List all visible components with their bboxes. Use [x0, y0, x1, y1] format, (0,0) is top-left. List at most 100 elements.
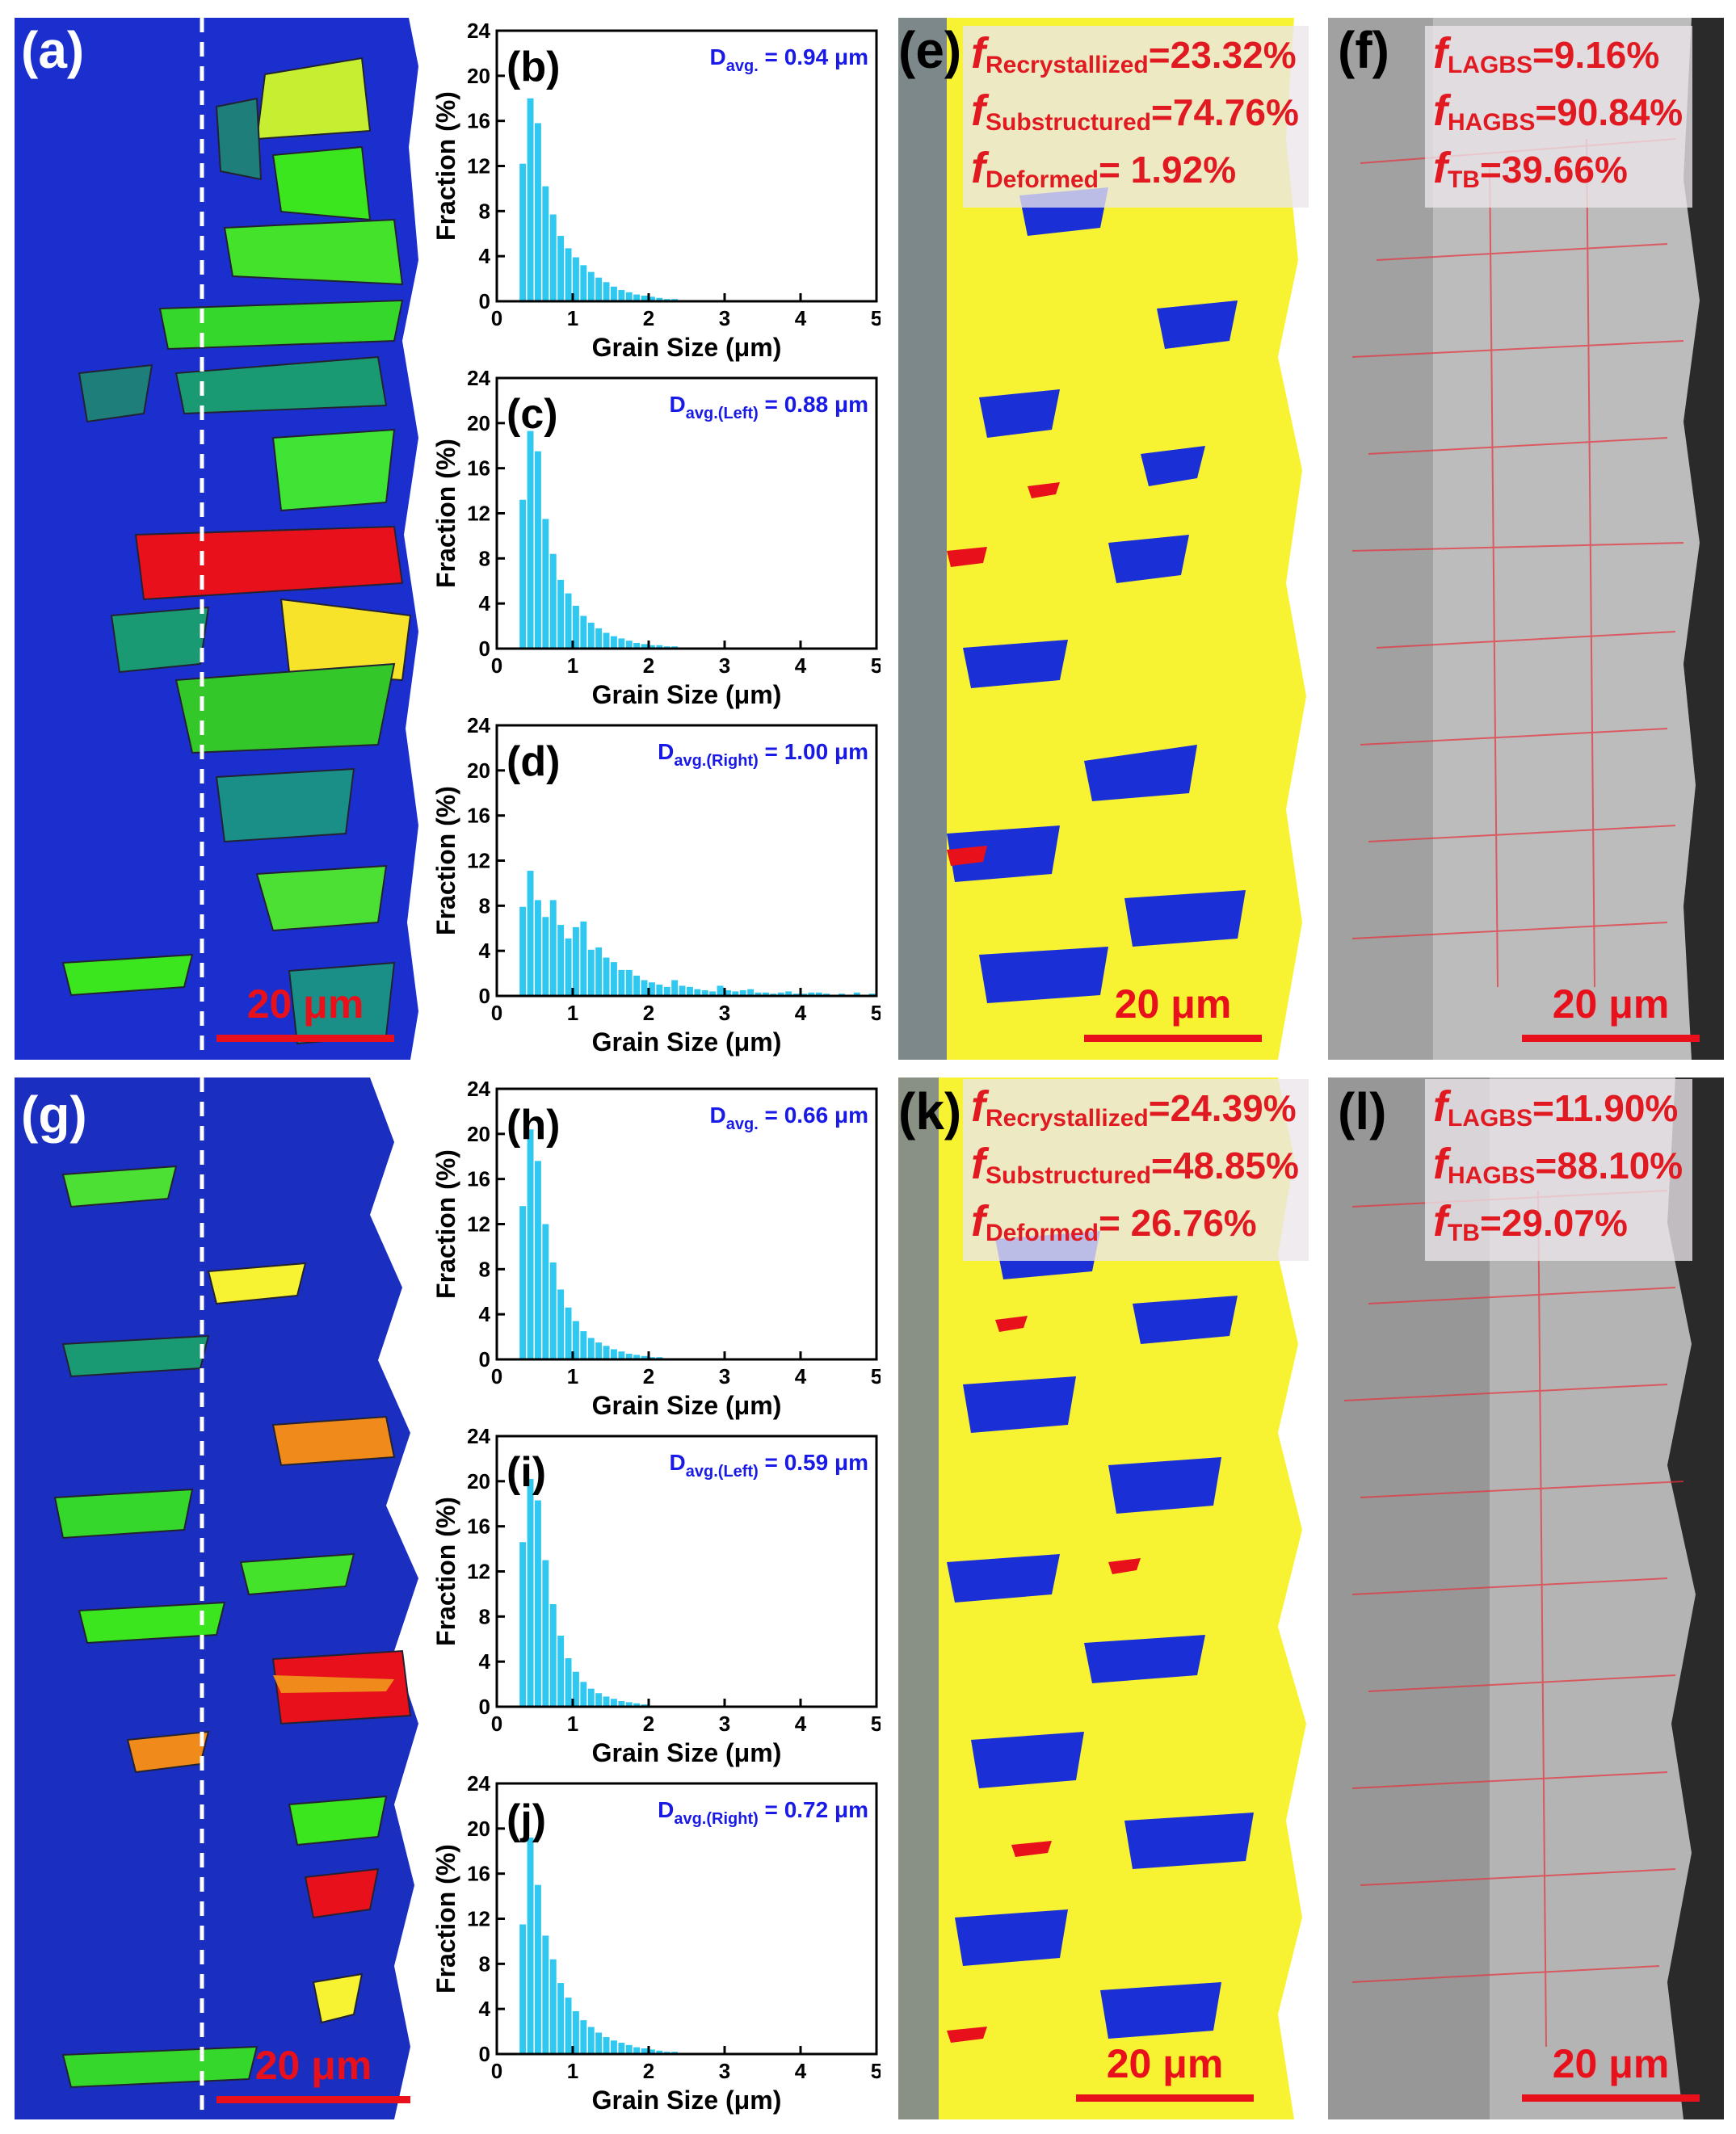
- panel-label-l: (l): [1338, 1082, 1387, 1141]
- histogram-bar: [587, 1338, 595, 1359]
- histogram-bar: [603, 1346, 610, 1359]
- panel-label: (b): [507, 44, 560, 90]
- average-size-annotation: Davg. = 0.66 μm: [710, 1103, 868, 1133]
- histogram-bar: [542, 1560, 549, 1707]
- fractions-f: fLAGBS=9.16% fHAGBS=90.84% fTB=39.66%: [1425, 26, 1693, 208]
- y-tick-label: 0: [479, 1695, 490, 1719]
- avg-value: = 0.88 μm: [759, 392, 868, 417]
- x-tick-label: 4: [795, 653, 807, 678]
- x-tick-label: 3: [719, 1364, 730, 1388]
- fraction-row: fSubstructured=48.85%: [971, 1140, 1299, 1189]
- y-tick-label: 0: [479, 636, 490, 661]
- avg-value: = 1.00 μm: [759, 739, 868, 764]
- histogram-bar: [580, 265, 587, 301]
- avg-value: = 0.59 μm: [759, 1450, 868, 1475]
- avg-symbol: D: [658, 739, 674, 764]
- y-tick-label: 16: [467, 1167, 490, 1191]
- grain-map-a: (a) 20 μm: [15, 18, 422, 1060]
- scale-bar-label: 20 μm: [254, 2043, 372, 2088]
- scale-bar-label: 20 μm: [1114, 981, 1232, 1027]
- fraction-row: fTB=29.07%: [1433, 1197, 1628, 1246]
- y-tick-label: 8: [479, 1604, 490, 1628]
- grain-map-g-graphic: [15, 1078, 418, 2119]
- y-tick-label: 24: [467, 1424, 490, 1448]
- average-size-annotation: Davg. = 0.94 μm: [710, 44, 868, 75]
- histogram-bar: [542, 1935, 549, 2054]
- histogram-bar: [611, 1699, 617, 1707]
- histogram-bar: [587, 271, 595, 301]
- x-tick-label: 4: [795, 2059, 807, 2083]
- histogram-bar: [519, 1924, 527, 2054]
- histogram-bar: [527, 1838, 534, 2054]
- x-axis-label: Grain Size (μm): [592, 1738, 782, 1767]
- avg-symbol: D: [658, 1797, 674, 1822]
- histogram-bar: [633, 2047, 641, 2054]
- histogram-bar: [565, 248, 572, 301]
- x-tick-label: 3: [719, 306, 730, 330]
- scale-bar-e: 20 μm: [1084, 984, 1262, 1042]
- x-tick-label: 5: [871, 1001, 881, 1025]
- fraction-row: fRecrystallized=23.32%: [971, 29, 1297, 78]
- x-tick-label: 5: [871, 653, 881, 678]
- y-tick-label: 24: [467, 1771, 490, 1796]
- histogram-bar: [641, 644, 648, 649]
- histogram-bar: [535, 900, 541, 996]
- histogram-bar: [649, 296, 655, 301]
- histogram-bar: [580, 1331, 587, 1359]
- histogram-bar: [573, 1671, 579, 1707]
- x-tick-label: 2: [643, 1001, 654, 1025]
- histogram-bar: [527, 431, 534, 649]
- histogram-bar: [663, 986, 670, 996]
- histogram-bar: [611, 2040, 617, 2054]
- histogram-bar: [595, 947, 603, 996]
- histogram-bar: [542, 186, 549, 301]
- histogram-bar: [625, 1354, 633, 1359]
- histogram-bar: [542, 519, 549, 649]
- avg-subscript: avg.(Right): [674, 752, 758, 770]
- avg-symbol: D: [670, 1450, 686, 1475]
- histogram-bar: [557, 1289, 565, 1359]
- x-tick-label: 5: [871, 2059, 881, 2083]
- avg-subscript: avg.: [726, 57, 759, 75]
- panel-label-g: (g): [21, 1086, 87, 1144]
- y-tick-label: 12: [467, 849, 490, 873]
- x-tick-label: 4: [795, 1712, 807, 1736]
- histogram-bar: [587, 622, 595, 649]
- y-tick-label: 0: [479, 1347, 490, 1372]
- histogram-bar: [633, 643, 641, 649]
- histogram-bar: [641, 2048, 648, 2054]
- histogram-bar: [625, 969, 633, 996]
- histogram-bar: [535, 1884, 541, 2054]
- scale-bar-label: 20 μm: [246, 981, 364, 1027]
- y-tick-label: 8: [479, 1257, 490, 1281]
- avg-subscript: avg.(Left): [686, 405, 759, 422]
- histogram-bar: [573, 926, 579, 996]
- y-axis-label: Fraction (%): [431, 439, 460, 588]
- fraction-row: fHAGBS=90.84%: [1433, 86, 1683, 136]
- y-axis-label: Fraction (%): [431, 1149, 460, 1299]
- histogram-bar: [565, 1657, 572, 1707]
- grain-map-g: (g) 20 μm: [15, 1078, 422, 2119]
- avg-subscript: avg.(Right): [674, 1810, 758, 1828]
- scale-bar-label: 20 μm: [1552, 981, 1670, 1027]
- histogram-bar: [618, 638, 625, 649]
- histogram-bar: [549, 1603, 557, 1707]
- x-tick-label: 0: [491, 306, 502, 330]
- histogram-bar: [565, 1997, 572, 2054]
- panel-label: (c): [507, 391, 558, 438]
- x-tick-label: 2: [643, 306, 654, 330]
- y-tick-label: 16: [467, 109, 490, 133]
- x-tick-label: 2: [643, 1712, 654, 1736]
- x-tick-label: 0: [491, 1364, 502, 1388]
- histogram-bar: [580, 615, 587, 649]
- x-tick-label: 5: [871, 1364, 881, 1388]
- x-tick-label: 5: [871, 306, 881, 330]
- histogram-bar: [549, 900, 557, 996]
- histogram-bar: [763, 992, 769, 996]
- panel-label: (j): [507, 1796, 546, 1843]
- histogram-bar: [549, 1959, 557, 2054]
- histogram-bar: [656, 645, 663, 649]
- y-tick-label: 0: [479, 2042, 490, 2066]
